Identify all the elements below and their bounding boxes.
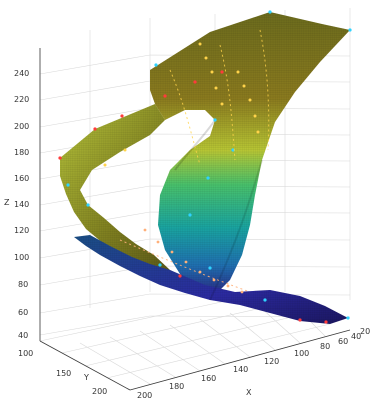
z-tick: 240 [14, 69, 29, 78]
z-tick: 80 [18, 280, 28, 289]
surface [60, 12, 350, 324]
x-tick: 120 [264, 357, 279, 366]
z-tick: 200 [14, 122, 29, 131]
z-tick: 220 [14, 95, 29, 104]
z-tick: 60 [18, 308, 28, 317]
z-tick: 180 [14, 148, 29, 157]
x-axis-ticks: 200 180 160 140 120 100 80 60 40 20 [137, 327, 370, 400]
axis-labels: Z Y X [4, 198, 252, 397]
x-tick: 140 [233, 365, 248, 374]
x-tick: 40 [351, 332, 361, 341]
x-tick: 200 [137, 391, 152, 400]
x-tick: 60 [338, 337, 348, 346]
z-tick: 40 [18, 331, 28, 340]
x-tick: 160 [201, 374, 216, 383]
z-axis-ticks: 40 60 80 100 120 140 160 180 200 220 240 [14, 69, 29, 340]
x-tick: 20 [360, 327, 370, 336]
z-tick: 140 [14, 200, 29, 209]
z-tick: 100 [14, 253, 29, 262]
z-tick: 120 [14, 226, 29, 235]
axes [39, 48, 351, 391]
x-tick: 80 [320, 342, 330, 351]
z-axis-label: Z [4, 198, 10, 207]
x-tick: 180 [169, 382, 184, 391]
y-tick: 150 [56, 369, 71, 378]
x-axis-label: X [246, 388, 252, 397]
x-tick: 100 [294, 349, 309, 358]
control-points [58, 10, 352, 324]
z-tick: 160 [14, 174, 29, 183]
y-axis-ticks: 100 150 200 [18, 349, 107, 396]
y-tick: 100 [18, 349, 33, 358]
y-axis-label: Y [83, 373, 89, 382]
y-tick: 200 [92, 387, 107, 396]
